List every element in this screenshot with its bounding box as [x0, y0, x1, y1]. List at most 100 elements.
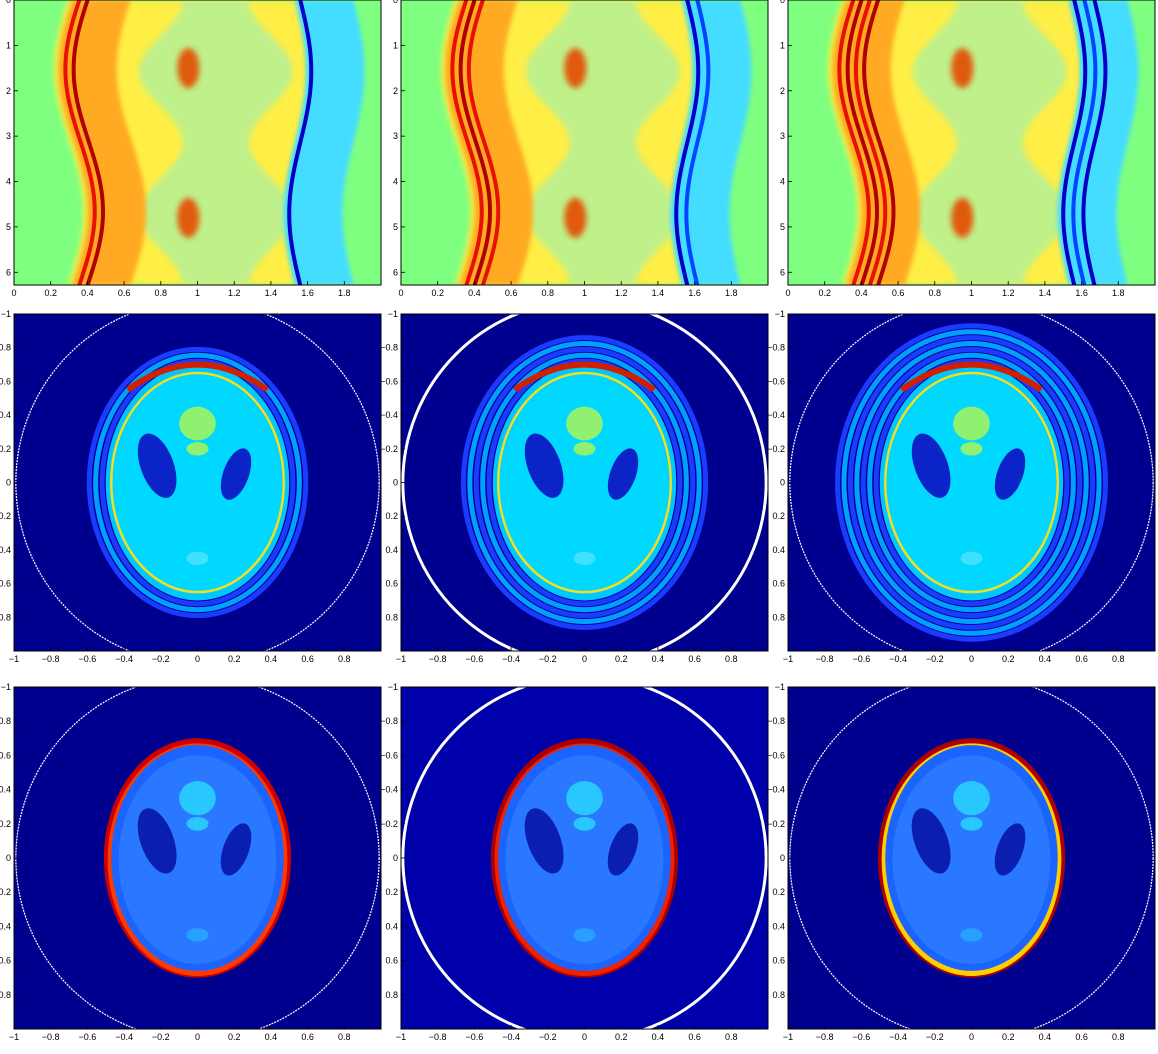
y-tick-label: 4 — [6, 177, 11, 187]
x-tick-label: −0.8 — [42, 1032, 60, 1042]
x-tick-label: 0 — [195, 1032, 200, 1042]
phantom-brain — [113, 374, 282, 594]
y-tick-label: −0.8 — [0, 343, 11, 353]
x-tick-label: 0.2 — [1002, 654, 1015, 664]
reconstruction-halo-ring — [99, 358, 296, 607]
y-tick-label: 0.4 — [0, 921, 11, 931]
panel-phantom-3: −1 −0.8 −0.6 −0.4 −0.2 0 0.2 0.4 0.6 0.8 −1 −0.8 −0.… — [767, 682, 1156, 1042]
x-tick-label: 0.4 — [265, 1032, 278, 1042]
y-tick-label: 0 — [780, 478, 785, 488]
phantom-low-spot — [960, 928, 983, 942]
reconstruction-rim — [884, 371, 1059, 594]
sinogram-red-stripe — [862, 0, 896, 285]
phantom-left-ventricle — [524, 433, 564, 498]
x-tick-label: 1 — [969, 288, 974, 298]
phantom-brain — [887, 374, 1056, 594]
reconstruction-image — [401, 314, 768, 651]
sinogram-blob — [951, 48, 974, 89]
y-tick-label: −0.6 — [380, 376, 398, 386]
y-tick-label: 0.2 — [385, 511, 398, 521]
sinogram-blue-stripe — [1081, 0, 1108, 285]
sinogram-right-band — [283, 0, 365, 285]
x-tick-label: 0.2 — [818, 288, 831, 298]
phantom-right-ventricle — [994, 448, 1026, 500]
sinogram-blue-stripe — [674, 0, 701, 285]
x-tick-label: 1.4 — [265, 288, 278, 298]
reconstruction-halo-ring — [460, 335, 709, 630]
panel-reconstruction-1: −1 −0.8 −0.6 −0.4 −0.2 0 0.2 0.4 0.6 0.8 −1 −0.8 −0.… — [0, 309, 382, 664]
y-tick-label: −0.4 — [767, 785, 785, 795]
y-tick-label: −1 — [775, 682, 785, 692]
reconstruction-top-arc — [126, 361, 269, 393]
sinogram-red-stripe — [466, 0, 501, 285]
x-tick-label: −0.8 — [816, 654, 834, 664]
x-tick-label: −0.4 — [502, 654, 520, 664]
phantom-top-spot — [179, 781, 216, 816]
y-tick-label: −0.8 — [767, 343, 785, 353]
y-tick-label: 6 — [780, 267, 785, 277]
phantom-top-spot — [953, 406, 990, 441]
y-tick-label: 0.2 — [0, 887, 11, 897]
x-tick-label: 1.2 — [1002, 288, 1015, 298]
y-tick-label: −1 — [1, 682, 11, 692]
sinogram-image — [14, 0, 381, 285]
phantom-mid-spot — [960, 816, 983, 831]
y-tick-label: −0.2 — [767, 819, 785, 829]
phantom-mid-spot — [573, 816, 596, 831]
x-tick-label: 0.4 — [652, 1032, 665, 1042]
phantom-image — [401, 687, 768, 1029]
x-tick-label: 0.4 — [855, 288, 868, 298]
x-tick-label: −1 — [783, 654, 793, 664]
y-tick-label: −0.2 — [0, 819, 11, 829]
reconstruction-rim — [110, 371, 285, 594]
x-tick-label: 0 — [785, 288, 790, 298]
phantom-top-spot — [179, 406, 216, 441]
x-tick-label: −0.4 — [889, 1032, 907, 1042]
sinogram-blob — [564, 48, 587, 89]
x-tick-label: 0.8 — [725, 1032, 738, 1042]
reconstruction-halo-ring — [867, 352, 1076, 613]
y-tick-label: 3 — [780, 131, 785, 141]
y-tick-label: 0.2 — [385, 887, 398, 897]
y-tick-label: −0.4 — [767, 410, 785, 420]
y-tick-label: 0.8 — [385, 990, 398, 1000]
reconstruction-halo-ring — [86, 346, 309, 619]
x-tick-label: 1 — [195, 288, 200, 298]
sinogram-red-stripe — [837, 0, 871, 285]
x-tick-label: 0.6 — [505, 288, 518, 298]
y-tick-label: 0.4 — [385, 921, 398, 931]
reconstruction-halo-ring — [486, 358, 683, 607]
y-tick-label: 5 — [6, 222, 11, 232]
x-tick-label: 1.6 — [688, 288, 701, 298]
x-tick-label: 1.4 — [652, 288, 665, 298]
y-tick-label: 1 — [780, 40, 785, 50]
phantom-mid-spot — [960, 442, 983, 456]
sinogram-red-stripe — [450, 0, 484, 285]
y-tick-label: 0.4 — [385, 545, 398, 555]
x-tick-label: 0.2 — [44, 288, 57, 298]
x-tick-label: 0.4 — [81, 288, 94, 298]
y-tick-label: 2 — [780, 86, 785, 96]
y-tick-label: −1 — [388, 309, 398, 319]
sinogram-red-stripe — [853, 0, 888, 285]
sinogram-blue-stripe — [1061, 0, 1088, 285]
y-tick-label: 0.8 — [772, 990, 785, 1000]
phantom-low-spot — [960, 551, 983, 566]
x-tick-label: 1.2 — [228, 288, 241, 298]
panel-phantom-2: −1 −0.8 −0.6 −0.4 −0.2 0 0.2 0.4 0.6 0.8 −1 −0.8 −0.… — [380, 682, 769, 1042]
y-tick-label: 0.4 — [0, 545, 11, 555]
x-tick-label: 0.6 — [301, 654, 314, 664]
y-tick-label: 0.2 — [772, 511, 785, 521]
x-tick-label: 0.8 — [542, 288, 555, 298]
y-tick-label: 0 — [780, 853, 785, 863]
x-tick-label: −0.4 — [115, 1032, 133, 1042]
x-tick-label: 0.8 — [725, 654, 738, 664]
x-tick-label: −1 — [9, 654, 19, 664]
phantom-image — [788, 687, 1155, 1029]
panel-reconstruction-3: −1 −0.8 −0.6 −0.4 −0.2 0 0.2 0.4 0.6 0.8 −1 −0.8 −0.… — [767, 309, 1156, 664]
phantom-low-spot — [573, 551, 596, 566]
phantom-top-spot — [566, 406, 603, 441]
x-tick-label: −1 — [783, 1032, 793, 1042]
y-tick-label: −0.2 — [380, 819, 398, 829]
